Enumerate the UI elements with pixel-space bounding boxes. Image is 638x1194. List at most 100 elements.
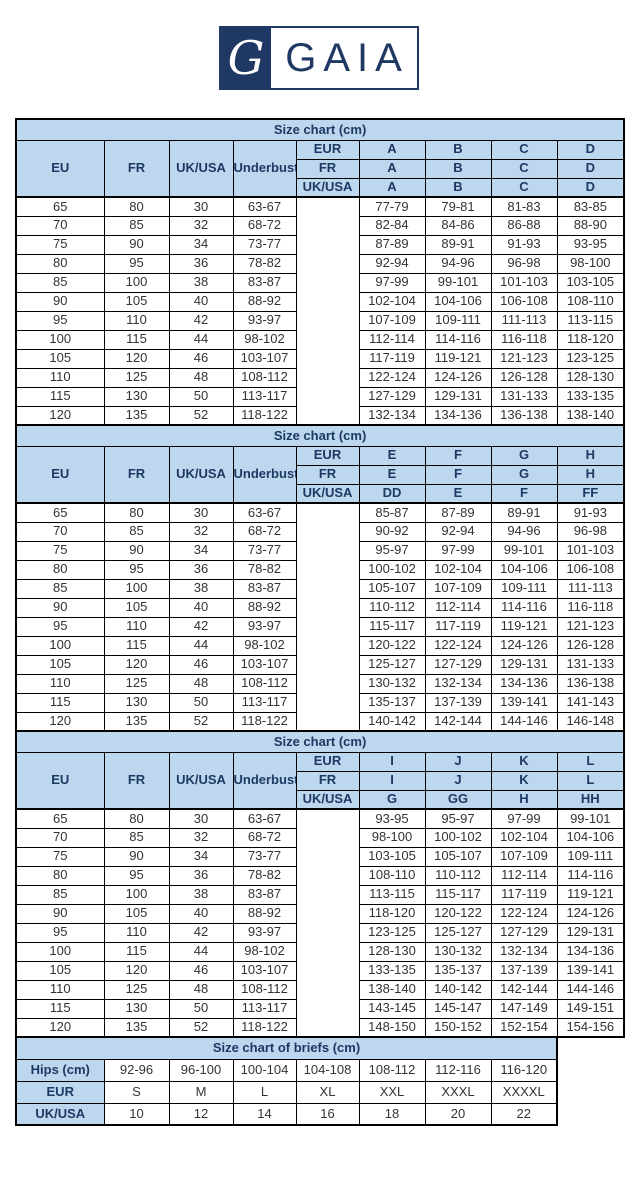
ukusa-size-value: 44 (168, 635, 234, 656)
bust-range-value: 140-142 (424, 979, 492, 1000)
briefs-size-value: L (232, 1080, 297, 1104)
bust-range-value: 103-105 (556, 272, 625, 293)
fr-size-value: 90 (103, 846, 170, 867)
cup-size-header: G (358, 789, 426, 810)
cup-size-header: C (490, 158, 558, 179)
bust-range-value: 102-104 (424, 559, 492, 580)
table-row: 95 110 42 93-97 123-125 125-127 127-129 129-131 (15, 922, 625, 943)
bust-range-value: 82-84 (358, 215, 426, 236)
bust-range-value: 128-130 (358, 941, 426, 962)
briefs-size-value: 96-100 (168, 1058, 234, 1082)
fr-size-value: 130 (103, 998, 170, 1019)
fr-size-value: 110 (103, 616, 170, 637)
ukusa-size-value: 50 (168, 998, 234, 1019)
table-row: 110 125 48 108-112 138-140 140-142 142-144 144-… (15, 979, 625, 1000)
table-row: 115 130 50 113-117 135-137 137-139 139-141 141-… (15, 692, 625, 713)
bust-range-value: 110-112 (358, 597, 426, 618)
ukusa-size-value: 40 (168, 291, 234, 312)
bust-range-value: 132-134 (424, 673, 492, 694)
bust-range-value: 130-132 (424, 941, 492, 962)
bust-range-value: 118-120 (358, 903, 426, 924)
ukusa-size-value: 42 (168, 310, 234, 331)
cup-size-header: D (556, 158, 625, 179)
bust-range-value: 105-107 (424, 846, 492, 867)
eu-size-value: 120 (15, 1017, 105, 1038)
table-row: 65 80 30 63-67 85-87 87-89 89-91 91-93 (15, 502, 625, 732)
bust-range-value: 107-109 (490, 846, 558, 867)
eu-size-value: 105 (15, 960, 105, 981)
bust-range-value: 88-90 (556, 215, 625, 236)
eu-size-value: 105 (15, 654, 105, 675)
bust-range-value: 84-86 (424, 215, 492, 236)
underbust-range-value: 98-102 (232, 635, 297, 656)
bust-range-value: 90-92 (358, 521, 426, 542)
fr-size-value: 80 (103, 808, 170, 829)
eu-size-value: 70 (15, 215, 105, 236)
bust-range-value: 109-111 (490, 578, 558, 599)
bust-range-value: 150-152 (424, 1017, 492, 1038)
ukusa-size-value: 36 (168, 865, 234, 886)
cup-size-header: L (556, 770, 625, 791)
briefs-size-value: 20 (424, 1102, 492, 1126)
table-row: Hips (cm) 92-96 96-100 100-104 104-108 108-11… (15, 1058, 558, 1082)
brand-logo: G GAIA (219, 26, 419, 90)
table-title: Size chart (cm) (15, 730, 625, 753)
bust-range-value: 104-106 (424, 291, 492, 312)
fr-size-value: 135 (103, 405, 170, 426)
bust-range-value: 134-136 (490, 673, 558, 694)
bust-range-value: 146-148 (556, 711, 625, 732)
ukusa-size-value: 30 (168, 502, 234, 523)
cup-size-header: F (424, 445, 492, 466)
bust-range-value: 79-81 (424, 196, 492, 217)
underbust-range-value: 83-87 (232, 578, 297, 599)
eu-size-value: 65 (15, 502, 105, 523)
table-title: Size chart (cm) (15, 118, 625, 141)
ukusa-size-value: 46 (168, 654, 234, 675)
underbust-range-value: 118-122 (232, 405, 297, 426)
bust-range-value: 127-129 (424, 654, 492, 675)
header-row: UK/USA DD E F FF (16, 483, 625, 504)
system-label-ukusa: UK/USA (295, 789, 360, 810)
ukusa-size-value: 52 (168, 1017, 234, 1038)
eu-size-value: 85 (15, 884, 105, 905)
underbust-range-value: 83-87 (232, 272, 297, 293)
title-row: Size chart (cm) (15, 730, 625, 753)
eu-size-value: 70 (15, 521, 105, 542)
bust-range-value: 87-89 (424, 502, 492, 523)
bust-range-value: 111-113 (490, 310, 558, 331)
cup-size-header: J (424, 770, 492, 791)
bust-range-value: 101-103 (490, 272, 558, 293)
fr-size-value: 100 (103, 884, 170, 905)
eu-size-value: 80 (15, 253, 105, 274)
ukusa-size-value: 32 (168, 215, 234, 236)
cup-size-header: J (424, 751, 492, 772)
cup-size-header: E (358, 445, 426, 466)
bust-range-value: 100-102 (424, 827, 492, 848)
bust-range-value: 122-124 (490, 903, 558, 924)
eu-size-value: 85 (15, 578, 105, 599)
bust-range-value: 132-134 (490, 941, 558, 962)
table-row: 70 85 32 68-72 82-84 84-86 86-88 88-90 (15, 215, 625, 236)
bust-range-value: 125-127 (358, 654, 426, 675)
eu-size-value: 75 (15, 234, 105, 255)
underbust-range-value: 68-72 (232, 215, 297, 236)
bust-range-value: 99-101 (490, 540, 558, 561)
cup-size-header: DD (358, 483, 426, 504)
column-header-eu: EU (15, 445, 105, 504)
bust-range-value: 92-94 (358, 253, 426, 274)
cup-size-header: A (358, 158, 426, 179)
bust-range-value: 137-139 (490, 960, 558, 981)
briefs-size-value: XXL (358, 1080, 426, 1104)
bust-range-value: 91-93 (490, 234, 558, 255)
column-header-underbust: Underbust (232, 751, 297, 810)
bust-range-value: 77-79 (358, 196, 426, 217)
ukusa-size-value: 46 (168, 348, 234, 369)
bust-range-value: 109-111 (556, 846, 625, 867)
bust-range-value: 141-143 (556, 692, 625, 713)
bust-range-value: 106-108 (556, 559, 625, 580)
bust-range-value: 138-140 (556, 405, 625, 426)
ukusa-size-value: 42 (168, 922, 234, 943)
underbust-range-value: 73-77 (232, 234, 297, 255)
eu-size-value: 100 (15, 635, 105, 656)
eu-size-value: 85 (15, 272, 105, 293)
